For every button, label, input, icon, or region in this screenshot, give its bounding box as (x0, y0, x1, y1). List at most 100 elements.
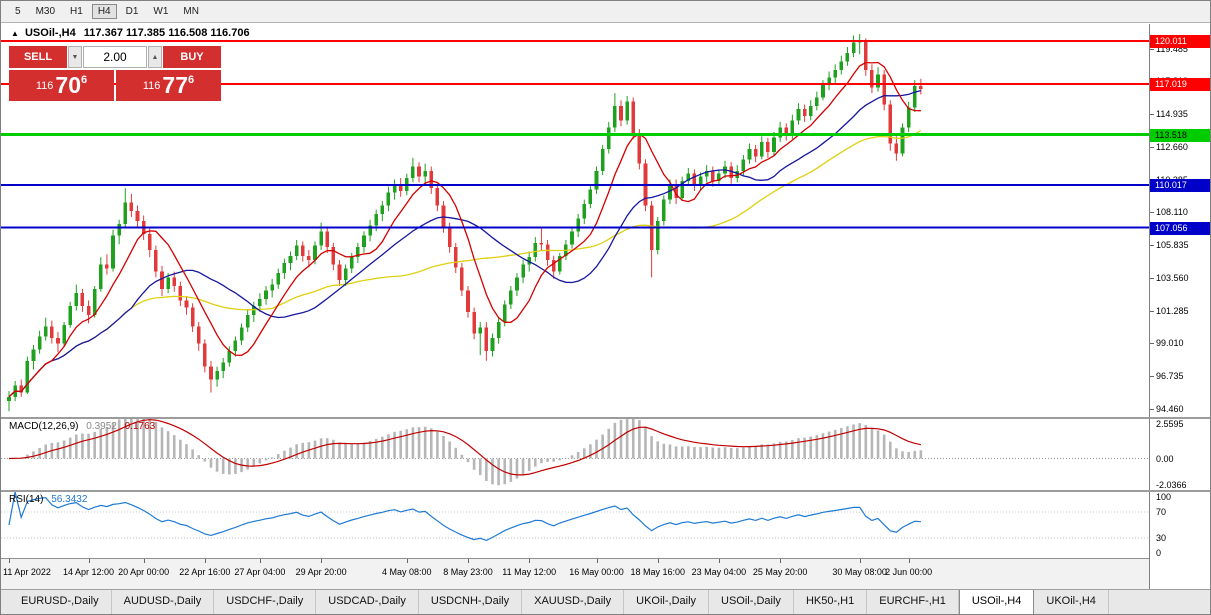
macd-tick: -2.0366 (1156, 480, 1187, 490)
time-tick-mark (718, 559, 720, 563)
tab-eurusd-daily[interactable]: EURUSD-,Daily (9, 590, 112, 614)
time-label: 4 May 08:00 (382, 567, 432, 577)
time-tick-mark (780, 559, 782, 563)
macd-name: MACD(12,26,9) (9, 421, 79, 432)
level-price-tag: 120.011 (1150, 35, 1210, 49)
time-label: 29 Apr 20:00 (295, 567, 347, 577)
time-tick-mark (204, 559, 206, 563)
time-axis[interactable]: 11 Apr 2022 14 Apr 12:00 20 Apr 00:00 22 Ap… (1, 558, 1149, 589)
macd-label: MACD(12,26,9) 0.3952 0.1763 (9, 421, 155, 432)
tab-ukoil-daily[interactable]: UKOil-,Daily (624, 590, 710, 614)
tab-usdcad-daily[interactable]: USDCAD-,Daily (316, 590, 419, 614)
time-label: 16 May 00:00 (569, 567, 624, 577)
price-tick-mark (1150, 146, 1154, 148)
rsi-label: RSI(14) 56.3432 (9, 494, 87, 505)
tab-eurchf-h1[interactable]: EURCHF-,H1 (867, 590, 959, 614)
time-label: 20 Apr 00:00 (118, 567, 170, 577)
time-tick-mark (88, 559, 90, 563)
macd-tick: 2.5595 (1156, 419, 1184, 429)
timeframe-toolbar[interactable]: 5 M30 H1 H4 D1 W1 MN (1, 1, 1210, 23)
rsi-value: 56.3432 (51, 494, 88, 505)
price-tick: 103.560 (1156, 272, 1189, 283)
timeframe-button-h1[interactable]: H1 (70, 6, 83, 17)
time-tick-mark (657, 559, 659, 563)
ask-integer: 116 (142, 79, 161, 92)
rsi-indicator-canvas[interactable] (1, 492, 1149, 558)
price-tick-mark (1150, 310, 1154, 312)
price-tick: 114.935 (1156, 109, 1188, 120)
price-tick-mark (1150, 343, 1154, 345)
price-tick: 96.735 (1156, 371, 1184, 382)
time-tick-mark (143, 559, 145, 563)
time-label: 23 May 04:00 (691, 567, 747, 577)
buy-button[interactable]: BUY (163, 46, 221, 68)
price-tick: 101.285 (1156, 305, 1189, 316)
timeframe-button-d1[interactable]: D1 (125, 6, 139, 17)
ask-quote: 116 77 6 (116, 70, 221, 101)
time-label: 25 May 20:00 (752, 567, 808, 577)
price-tick: 112.660 (1156, 141, 1188, 152)
rsi-tick: 70 (1156, 506, 1167, 517)
chevron-down-icon: ▼ (71, 53, 79, 61)
timeframe-button-mn[interactable]: MN (183, 6, 199, 17)
time-label: 22 Apr 16:00 (179, 567, 231, 577)
volume-decrease-button[interactable]: ▼ (68, 46, 82, 68)
tab-usoil-h4[interactable]: USOil-,H4 (958, 590, 1035, 614)
rsi-name: RSI(14) (9, 494, 44, 505)
time-tick-mark (859, 559, 861, 563)
tab-usoil-daily[interactable]: USOil-,Daily (709, 590, 794, 614)
tab-usdchf-daily[interactable]: USDCHF-,Daily (214, 590, 317, 614)
time-tick-mark (321, 559, 323, 563)
level-price-tag: 107.056 (1150, 221, 1210, 235)
timeframe-button-5[interactable]: 5 (15, 6, 21, 17)
timeframe-button-w1[interactable]: W1 (153, 6, 169, 17)
symbol-tabbar: EURUSD-,Daily AUDUSD-,Daily USDCHF-,Daily U… (1, 589, 1210, 614)
time-tick-mark (468, 559, 469, 563)
price-tick: 105.835 (1156, 240, 1189, 251)
time-label: 2 Jun 00:00 (885, 567, 933, 577)
time-tick-mark (9, 559, 10, 563)
price-tick-mark (1150, 212, 1154, 214)
main-chart-canvas[interactable] (1, 24, 1149, 417)
price-tick: 108.110 (1156, 207, 1188, 218)
timeframe-button-h4[interactable]: H4 (91, 4, 117, 19)
time-tick-mark (406, 559, 408, 563)
time-tick-mark (259, 559, 261, 563)
sell-button[interactable]: SELL (9, 46, 67, 68)
time-label: 8 May 23:00 (443, 567, 493, 577)
pane-separator-macd[interactable] (1, 417, 1210, 419)
macd-main-value: 0.3952 (86, 421, 117, 432)
chart-marker-icon: ▲ (11, 29, 19, 38)
level-price-tag: 117.019 (1150, 78, 1210, 92)
pane-separator-rsi[interactable] (1, 490, 1210, 492)
level-price-tag: 113.518 (1150, 128, 1210, 142)
time-tick-mark (529, 559, 531, 563)
one-click-trade-panel: SELL ▼ 2.00 ▲ BUY 116 70 6 116 77 6 (9, 46, 221, 101)
macd-indicator-canvas[interactable] (1, 419, 1149, 490)
price-axis[interactable]: 119.485117.210114.935112.660110.385108.1… (1149, 24, 1210, 589)
price-tick-mark (1150, 114, 1154, 116)
bid-quote: 116 70 6 (9, 70, 114, 101)
ask-pips: 77 (162, 72, 188, 98)
timeframe-button-m30[interactable]: M30 (35, 6, 56, 17)
time-label: 11 Apr 2022 (3, 567, 51, 577)
bid-point: 6 (81, 74, 88, 86)
time-label: 27 Apr 04:00 (234, 567, 286, 577)
tab-hk50-h1[interactable]: HK50-,H1 (794, 590, 868, 614)
macd-signal-value: 0.1763 (124, 421, 156, 432)
time-tick-mark (908, 559, 910, 563)
chart-ohlc-readout: 117.367 117.385 116.508 116.706 (83, 27, 250, 39)
chart-symbol-label: USOil-,H4 (24, 27, 76, 39)
price-tick: 119.485 (1156, 43, 1188, 54)
rsi-tick: 100 (1156, 492, 1172, 502)
tab-xauusd-daily[interactable]: XAUUSD-,Daily (522, 590, 625, 614)
price-tick-mark (1150, 48, 1154, 50)
tab-ukoil-h4[interactable]: UKOil-,H4 (1034, 590, 1109, 614)
tab-audusd-daily[interactable]: AUDUSD-,Daily (112, 590, 215, 614)
volume-input[interactable]: 2.00 (83, 46, 147, 68)
tab-usdcnh-daily[interactable]: USDCNH-,Daily (419, 590, 523, 614)
time-label: 30 May 08:00 (832, 567, 887, 577)
chart-title: ▲ USOil-,H4 117.367 117.385 116.508 116.… (11, 27, 250, 39)
price-tick: 94.460 (1156, 403, 1184, 414)
volume-increase-button[interactable]: ▲ (148, 46, 162, 68)
